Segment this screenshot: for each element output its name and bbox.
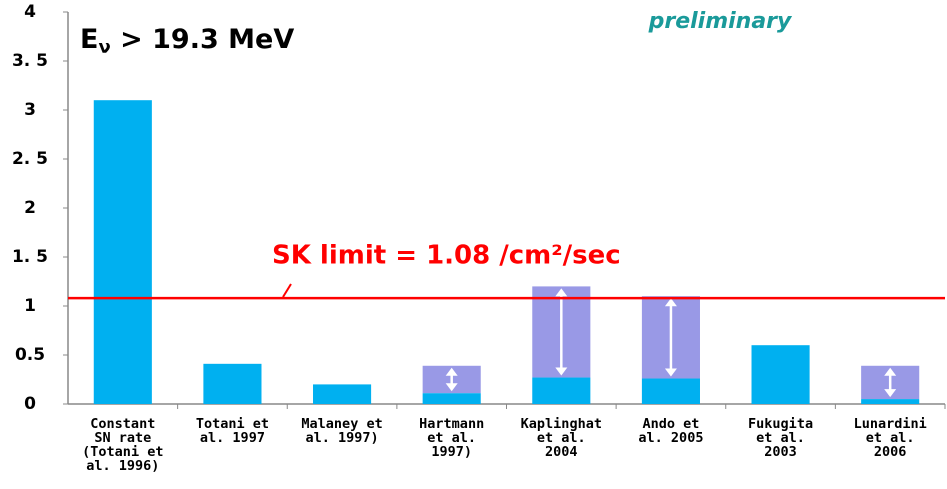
bar xyxy=(641,378,700,404)
y-tick-label: 3. 5 xyxy=(12,51,48,71)
x-tick-label: Kaplinghat xyxy=(521,416,602,432)
x-tick-label: al. 1997) xyxy=(305,430,378,446)
x-tick-label: Totani et xyxy=(196,416,269,432)
y-tick-label: 4 xyxy=(24,2,36,22)
x-tick-label: al. 1997 xyxy=(200,430,265,446)
bar xyxy=(422,393,481,404)
x-tick-label: (Totani et xyxy=(82,444,163,460)
title-sub: ν xyxy=(98,37,110,58)
watermark: preliminary xyxy=(648,9,793,34)
arrow-part xyxy=(445,383,458,392)
y-tick-label: 1 xyxy=(24,296,36,316)
arrow-part xyxy=(884,367,897,376)
bar xyxy=(313,384,372,404)
y-tick-label: 2. 5 xyxy=(12,149,48,169)
x-tick-label: et al. xyxy=(866,430,915,446)
arrow-part xyxy=(445,367,458,376)
x-tick-label: 2004 xyxy=(545,444,578,460)
y-tick-label: 3 xyxy=(24,100,36,120)
bar xyxy=(751,345,810,404)
x-tick-label: 1997) xyxy=(431,444,472,460)
bar xyxy=(532,377,591,404)
arrow-part xyxy=(555,288,568,297)
x-tick-label: Lunardini xyxy=(854,416,927,432)
x-tick-label: 2003 xyxy=(764,444,797,460)
x-tick-label: Fukugita xyxy=(748,416,813,432)
range-arrow xyxy=(884,367,897,398)
range-arrow xyxy=(555,288,568,376)
x-tick-label: 2006 xyxy=(874,444,907,460)
annotation-pointer xyxy=(282,283,292,298)
arrow-part xyxy=(664,298,677,307)
x-tick-label: Ando et xyxy=(642,416,699,432)
x-tick-label: et al. xyxy=(537,430,586,446)
bar xyxy=(203,363,262,404)
chart-title: Eν > 19.3 MeV xyxy=(80,24,294,59)
x-tick-label: Constant xyxy=(90,416,155,432)
x-tick-label: et al. xyxy=(427,430,476,446)
bar xyxy=(861,399,920,404)
range-arrow xyxy=(445,367,458,392)
bar xyxy=(93,100,152,404)
arrow-part xyxy=(884,389,897,398)
x-tick-label: Hartmann xyxy=(419,416,484,432)
range-arrow xyxy=(664,298,677,377)
x-tick-label: Malaney et xyxy=(301,416,382,432)
x-tick-label: al. 2005 xyxy=(638,430,703,446)
y-tick-label: 1. 5 xyxy=(12,247,48,267)
title-main: E xyxy=(80,24,98,55)
y-tick-label: 0 xyxy=(24,394,36,414)
y-tick-label: 2 xyxy=(24,198,36,218)
title-rest: > 19.3 MeV xyxy=(111,24,295,55)
x-tick-label: et al. xyxy=(756,430,805,446)
x-tick-label: al. 1996) xyxy=(86,458,159,474)
limit-annotation: SK limit = 1.08 /cm²/sec xyxy=(272,241,621,271)
x-tick-label: SN rate xyxy=(94,430,151,446)
y-tick-label: 0.5 xyxy=(15,345,45,365)
arrow-part xyxy=(664,368,677,377)
arrow-part xyxy=(555,367,568,376)
